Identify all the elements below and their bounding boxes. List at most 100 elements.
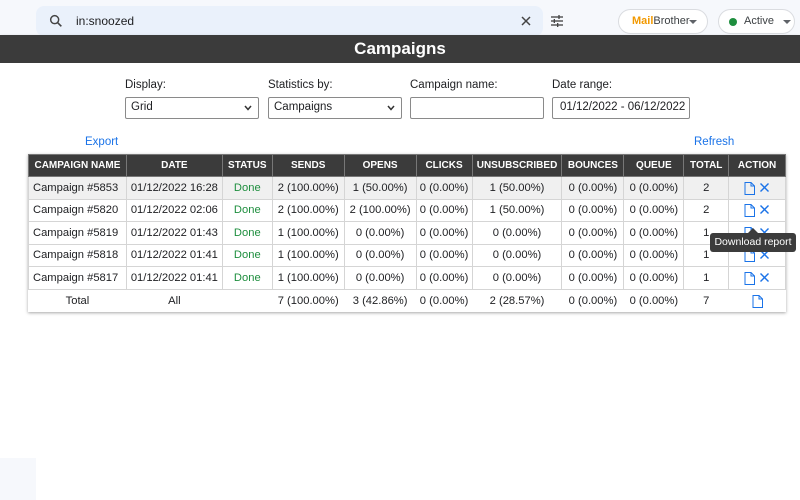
campaign-name-label: Campaign name: [410,79,498,91]
download-report-icon[interactable] [752,294,763,308]
display-label: Display: [125,79,166,91]
header-date[interactable]: DATE [125,154,223,177]
gmail-top-bar: in:snoozed MailBrother Active [0,0,800,40]
cell-date: 01/12/2022 01:41 [125,243,223,267]
mailbrother-menu-button[interactable]: MailBrother [618,9,708,34]
cell-queue: 0 (0.00%) [623,198,685,222]
filters-row: Display: Grid Statistics by: Campaigns C… [0,79,800,129]
chevron-down-icon [244,105,252,111]
total-campaign-name: Total [28,288,127,312]
download-report-icon[interactable] [744,181,756,195]
delete-icon[interactable] [759,182,770,194]
display-select[interactable]: Grid [125,97,259,119]
table-header-row: CAMPAIGN NAME DATE STATUS SENDS OPENS CL… [28,154,786,177]
campaign-name-input[interactable] [410,97,544,119]
search-icon[interactable] [48,13,64,29]
total-total: 7 [683,288,729,312]
cell-sends: 2 (100.00%) [271,176,345,200]
cell-status: Done [221,198,273,222]
download-report-icon[interactable] [744,271,756,285]
cell-opens: 1 (50.00%) [343,176,417,200]
header-sends[interactable]: SENDS [271,154,345,177]
brand-name-part1: Mail [632,15,654,27]
cell-sends: 1 (100.00%) [271,243,345,267]
cell-campaign-name: Campaign #5818 [28,243,127,267]
cell-date: 01/12/2022 16:28 [125,176,223,200]
header-campaign-name[interactable]: CAMPAIGN NAME [28,154,127,177]
cell-clicks: 0 (0.00%) [415,266,473,290]
cell-campaign-name: Campaign #5853 [28,176,127,200]
cell-queue: 0 (0.00%) [623,243,685,267]
cell-bounces: 0 (0.00%) [561,266,625,290]
cell-date: 01/12/2022 01:43 [125,221,223,245]
cell-clicks: 0 (0.00%) [415,243,473,267]
cell-opens: 0 (0.00%) [343,243,417,267]
header-bounces[interactable]: BOUNCES [561,154,625,177]
campaigns-dialog: Campaigns Display: Grid Statistics by: C… [0,35,800,458]
cell-bounces: 0 (0.00%) [561,198,625,222]
search-bar[interactable]: in:snoozed [36,6,563,36]
cell-queue: 0 (0.00%) [623,266,685,290]
campaigns-table: CAMPAIGN NAME DATE STATUS SENDS OPENS CL… [28,154,786,312]
cell-clicks: 0 (0.00%) [415,198,473,222]
status-menu-button[interactable]: Active [718,9,795,34]
tooltip-arrow [748,228,758,233]
delete-icon[interactable] [759,204,770,216]
refresh-link[interactable]: Refresh [694,136,735,148]
header-unsubscribed[interactable]: UNSUBSCRIBED [471,154,563,177]
cell-opens: 0 (0.00%) [343,221,417,245]
download-report-icon[interactable] [744,204,756,218]
header-queue[interactable]: QUEUE [623,154,685,177]
header-status[interactable]: STATUS [221,154,273,177]
date-range-label: Date range: [552,79,613,91]
search-query[interactable]: in:snoozed [76,14,135,28]
cell-queue: 0 (0.00%) [623,221,685,245]
table-row[interactable]: Campaign #5820 01/12/2022 02:06 Done 2 (100… [28,198,786,222]
delete-icon[interactable] [759,272,770,284]
cell-bounces: 0 (0.00%) [561,221,625,245]
cell-clicks: 0 (0.00%) [415,221,473,245]
table-row[interactable]: Campaign #5817 01/12/2022 01:41 Done 1 (100… [28,266,786,290]
table-row[interactable]: Campaign #5818 01/12/2022 01:41 Done 1 (100… [28,243,786,267]
cell-clicks: 0 (0.00%) [415,176,473,200]
table-total-row: Total All 7 (100.00%) 3 (42.86%) 0 (0.00%) 2 … [28,288,786,312]
delete-icon[interactable] [759,249,770,261]
cell-sends: 1 (100.00%) [271,221,345,245]
cell-queue: 0 (0.00%) [623,176,685,200]
cell-unsubscribed: 1 (50.00%) [471,198,563,222]
date-range-input[interactable]: 01/12/2022 - 06/12/2022 [552,97,690,119]
status-label: Active [744,15,774,27]
table-row[interactable]: Campaign #5853 01/12/2022 16:28 Done 2 (100… [28,176,786,200]
total-sends: 7 (100.00%) [272,288,345,312]
tooltip-text: Download report [714,236,792,248]
total-date: All [126,288,223,312]
cell-date: 01/12/2022 02:06 [125,198,223,222]
header-total[interactable]: TOTAL [683,154,730,177]
cell-bounces: 0 (0.00%) [561,176,625,200]
cell-sends: 2 (100.00%) [271,198,345,222]
search-options-icon[interactable] [549,13,565,29]
cell-action [728,176,786,200]
export-link[interactable]: Export [85,136,119,148]
cell-unsubscribed: 0 (0.00%) [471,243,563,267]
chevron-down-icon [689,20,697,24]
download-report-tooltip: Download report [710,228,796,252]
statistics-by-label: Statistics by: [268,79,333,91]
total-bounces: 0 (0.00%) [561,288,624,312]
cell-campaign-name: Campaign #5820 [28,198,127,222]
table-row[interactable]: Campaign #5819 01/12/2022 01:43 Done 1 (100… [28,221,786,245]
cell-status: Done [221,243,273,267]
cell-unsubscribed: 0 (0.00%) [471,266,563,290]
background-page [36,458,800,500]
cell-total: 2 [683,176,730,200]
header-opens[interactable]: OPENS [343,154,417,177]
total-status [222,288,273,312]
chevron-down-icon [387,105,395,111]
chevron-down-icon [783,20,791,24]
cell-opens: 2 (100.00%) [343,198,417,222]
cell-total: 2 [683,198,730,222]
header-clicks[interactable]: CLICKS [415,154,473,177]
cell-status: Done [221,176,273,200]
clear-search-icon[interactable] [518,13,534,29]
statistics-by-select[interactable]: Campaigns [268,97,402,119]
